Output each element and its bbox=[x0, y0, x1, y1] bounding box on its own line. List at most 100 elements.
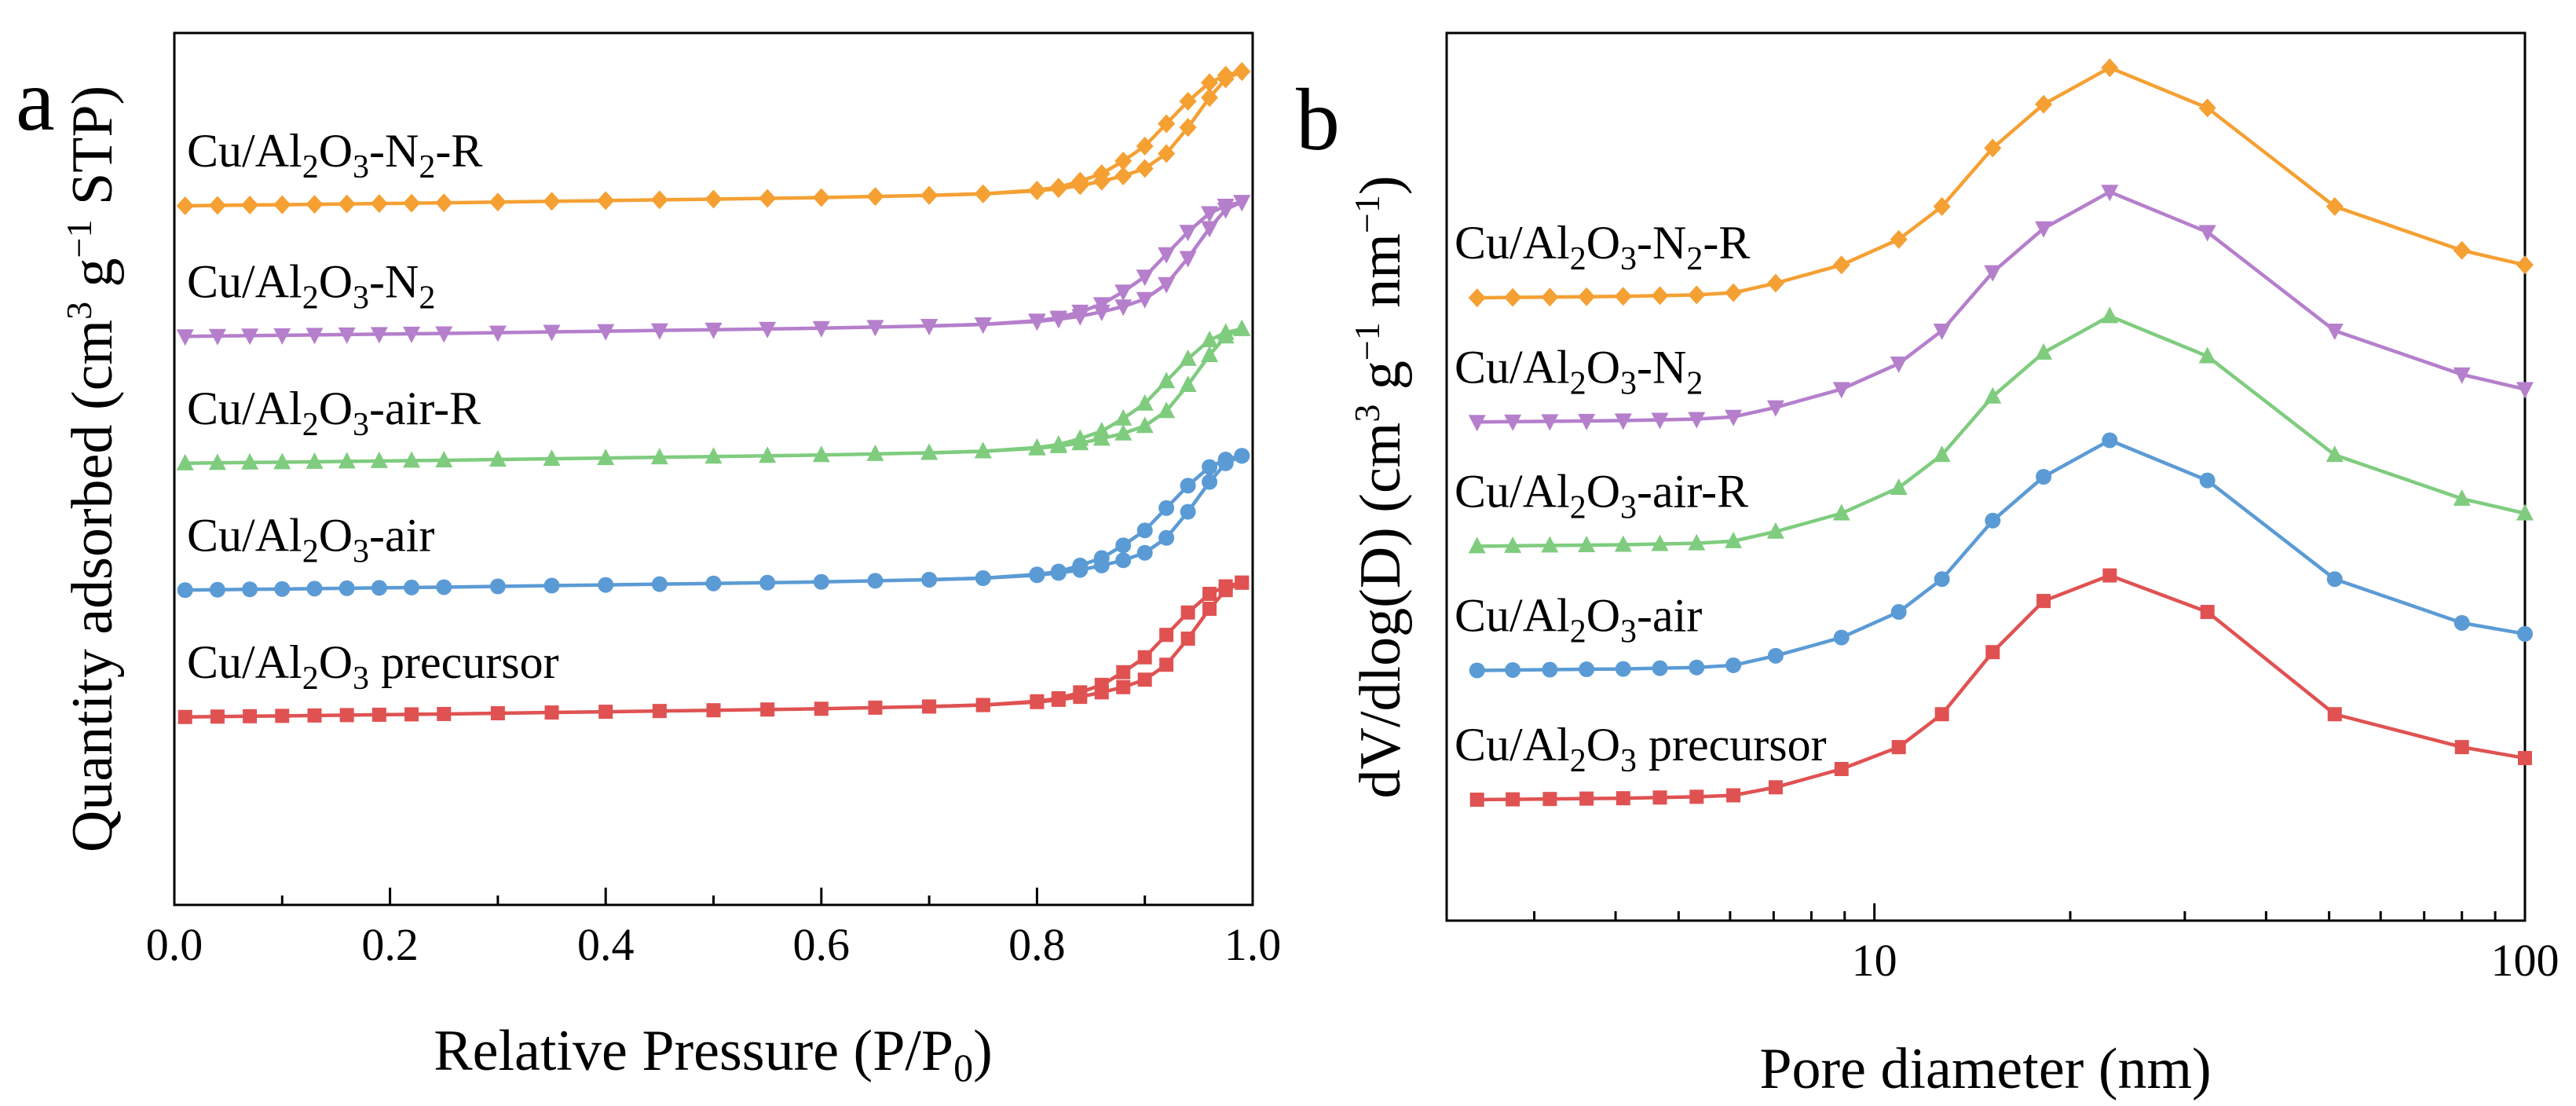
b-cu-al2o3-n2-r-point-17 bbox=[2453, 240, 2471, 260]
series-label-a-cu-al2o3-precursor: Cu/Al2O3 precursor bbox=[187, 636, 559, 697]
a-cu-al2o3-air-r-desorption-point-0 bbox=[1233, 319, 1251, 336]
b-cu-al2o3-n2-point-17 bbox=[2453, 367, 2471, 384]
plot-frame-b bbox=[1445, 31, 2527, 922]
a-cu-al2o3-n2-r-desorption-point-10 bbox=[1028, 181, 1046, 200]
series-label-b-cu-al2o3-air: Cu/Al2O3-air bbox=[1454, 589, 1702, 650]
b-cu-al2o3-air-point-15 bbox=[2199, 472, 2216, 489]
a-cu-al2o3-precursor-adsorption-point-27 bbox=[1202, 602, 1217, 616]
b-cu-al2o3-air-point-5 bbox=[1652, 660, 1668, 676]
a-cu-al2o3-air-adsorption-point-6 bbox=[371, 580, 387, 596]
a-cu-al2o3-n2-desorption-point-2 bbox=[1201, 206, 1219, 223]
a-cu-al2o3-precursor-adsorption-point-26 bbox=[1180, 632, 1195, 646]
x-a-tick-label-3: 0.6 bbox=[793, 919, 851, 970]
b-cu-al2o3-precursor-point-16 bbox=[2327, 707, 2342, 722]
y-axis-label-a: Quantity adsorbed (cm3 g−1 STP) bbox=[59, 86, 125, 852]
a-cu-al2o3-precursor-adsorption-point-9 bbox=[490, 706, 505, 720]
b-cu-al2o3-n2-point-15 bbox=[2198, 225, 2216, 242]
a-cu-al2o3-air-r-desorption-point-12 bbox=[920, 443, 939, 460]
a-cu-al2o3-air-r-desorption-point-1 bbox=[1217, 323, 1235, 340]
a-cu-al2o3-n2-r-desorption-point-7 bbox=[1092, 164, 1111, 184]
b-cu-al2o3-n2-point-3 bbox=[1578, 413, 1596, 430]
b-cu-al2o3-n2-point-13 bbox=[2035, 221, 2053, 238]
b-cu-al2o3-n2-point-1 bbox=[1504, 414, 1522, 431]
x-axis-label-b: Pore diameter (nm) bbox=[1759, 1037, 2211, 1101]
a-cu-al2o3-n2-desorption-point-9 bbox=[1049, 310, 1067, 328]
a-cu-al2o3-n2-r-desorption-point-12 bbox=[920, 185, 939, 205]
a-cu-al2o3-n2-r-adsorption-point-10 bbox=[543, 192, 561, 211]
b-cu-al2o3-air-point-18 bbox=[2517, 625, 2533, 642]
series-a-cu-al2o3-n2-r bbox=[176, 62, 1251, 215]
a-cu-al2o3-n2-desorption-point-3 bbox=[1179, 225, 1197, 242]
a-cu-al2o3-air-r-desorption-point-9 bbox=[1049, 435, 1067, 452]
b-cu-al2o3-air-point-7 bbox=[1725, 657, 1742, 673]
a-cu-al2o3-n2-r-adsorption-point-13 bbox=[704, 189, 723, 209]
a-cu-al2o3-n2-desorption-point-7 bbox=[1092, 297, 1111, 314]
x-a-tick-label-1: 0.2 bbox=[361, 919, 419, 970]
a-cu-al2o3-precursor-desorption-point-6 bbox=[1116, 665, 1131, 679]
b-cu-al2o3-air-r-point-3 bbox=[1578, 535, 1596, 552]
a-cu-al2o3-n2-r-adsorption-point-12 bbox=[650, 190, 668, 210]
a-cu-al2o3-air-desorption-point-10 bbox=[1029, 566, 1045, 583]
a-cu-al2o3-air-desorption-point-1 bbox=[1217, 452, 1234, 467]
b-cu-al2o3-air-point-16 bbox=[2326, 571, 2343, 588]
b-cu-al2o3-air-r-point-10 bbox=[1890, 478, 1908, 495]
b-cu-al2o3-n2-r-point-0 bbox=[1468, 288, 1486, 308]
a-cu-al2o3-precursor-desorption-point-5 bbox=[1137, 650, 1152, 665]
a-cu-al2o3-air-r-adsorption-point-27 bbox=[1201, 346, 1219, 362]
a-cu-al2o3-air-adsorption-point-14 bbox=[759, 574, 776, 591]
b-cu-al2o3-precursor-point-13 bbox=[2036, 594, 2051, 609]
a-cu-al2o3-n2-adsorption-point-2 bbox=[241, 328, 259, 346]
a-cu-al2o3-precursor-adsorption-point-3 bbox=[275, 709, 290, 723]
b-cu-al2o3-precursor-point-5 bbox=[1652, 790, 1667, 805]
b-cu-al2o3-air-r-point-15 bbox=[2198, 346, 2216, 364]
a-cu-al2o3-air-r-adsorption-point-13 bbox=[704, 447, 723, 464]
b-cu-al2o3-precursor-point-18 bbox=[2518, 751, 2532, 766]
a-cu-al2o3-n2-r-adsorption-point-16 bbox=[866, 187, 884, 207]
b-cu-al2o3-n2-point-9 bbox=[1832, 382, 1850, 399]
a-cu-al2o3-air-r-desorption-point-8 bbox=[1071, 429, 1089, 446]
b-cu-al2o3-air-point-8 bbox=[1767, 647, 1784, 664]
b-cu-al2o3-n2-r-point-18 bbox=[2516, 255, 2534, 275]
a-cu-al2o3-n2-r-adsorption-point-0 bbox=[176, 196, 194, 215]
a-cu-al2o3-air-r-adsorption-point-12 bbox=[650, 448, 668, 465]
a-cu-al2o3-precursor-desorption-point-8 bbox=[1073, 685, 1088, 700]
a-cu-al2o3-n2-adsorption-point-24 bbox=[1136, 291, 1154, 309]
a-cu-al2o3-n2-desorption-point-4 bbox=[1158, 247, 1176, 264]
b-cu-al2o3-air-r-point-2 bbox=[1541, 536, 1559, 553]
a-cu-al2o3-air-adsorption-point-23 bbox=[1115, 552, 1132, 569]
a-cu-al2o3-n2-desorption-point-0 bbox=[1233, 195, 1251, 212]
a-cu-al2o3-air-desorption-point-5 bbox=[1136, 522, 1153, 539]
b-cu-al2o3-n2-r-point-6 bbox=[1688, 285, 1706, 305]
a-cu-al2o3-air-adsorption-point-8 bbox=[436, 579, 452, 595]
a-cu-al2o3-n2-adsorption-point-1 bbox=[208, 328, 226, 346]
a-cu-al2o3-air-adsorption-point-0 bbox=[177, 582, 193, 599]
a-cu-al2o3-air-r-adsorption-point-8 bbox=[435, 450, 453, 467]
a-cu-al2o3-air-adsorption-point-16 bbox=[867, 573, 884, 589]
b-cu-al2o3-air-r-point-6 bbox=[1688, 533, 1706, 551]
b-cu-al2o3-n2-r-point-16 bbox=[2325, 196, 2344, 216]
b-cu-al2o3-n2-r-point-15 bbox=[2198, 98, 2216, 118]
a-cu-al2o3-precursor-desorption-point-1 bbox=[1218, 579, 1233, 594]
a-cu-al2o3-n2-desorption-point-11 bbox=[974, 317, 992, 335]
a-cu-al2o3-air-adsorption-point-15 bbox=[813, 573, 829, 590]
a-cu-al2o3-n2-r-desorption-point-4 bbox=[1158, 114, 1176, 134]
b-cu-al2o3-air-r-point-9 bbox=[1832, 504, 1850, 521]
x-a-tick-label-0: 0.0 bbox=[146, 919, 203, 970]
a-cu-al2o3-precursor-adsorption-point-4 bbox=[307, 708, 322, 723]
a-cu-al2o3-precursor-desorption-point-4 bbox=[1159, 628, 1174, 643]
b-cu-al2o3-air-r-point-11 bbox=[1933, 445, 1951, 463]
x-a-tick-label-5: 1.0 bbox=[1224, 919, 1282, 970]
b-cu-al2o3-n2-point-7 bbox=[1725, 409, 1743, 427]
b-cu-al2o3-n2-r-point-5 bbox=[1651, 286, 1669, 306]
a-cu-al2o3-air-r-adsorption-point-4 bbox=[306, 452, 324, 469]
a-cu-al2o3-n2-adsorption-point-25 bbox=[1158, 276, 1176, 294]
a-cu-al2o3-n2-r-desorption-point-3 bbox=[1179, 92, 1197, 111]
b-cu-al2o3-n2-r-point-1 bbox=[1504, 287, 1522, 307]
a-cu-al2o3-precursor-desorption-point-7 bbox=[1094, 677, 1109, 692]
a-cu-al2o3-n2-r-adsorption-point-5 bbox=[338, 194, 356, 214]
a-cu-al2o3-air-adsorption-point-11 bbox=[598, 577, 614, 593]
a-cu-al2o3-air-adsorption-point-5 bbox=[338, 580, 355, 596]
a-cu-al2o3-precursor-desorption-point-9 bbox=[1051, 691, 1066, 705]
a-cu-al2o3-precursor-adsorption-point-16 bbox=[868, 700, 883, 715]
a-cu-al2o3-air-r-adsorption-point-6 bbox=[370, 451, 388, 468]
